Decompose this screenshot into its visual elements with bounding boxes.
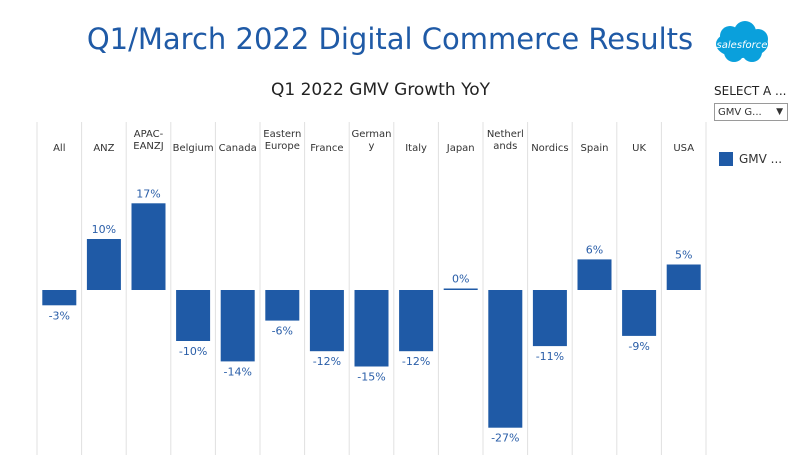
filter-selected-value: GMV G... <box>718 106 762 118</box>
category-label: All <box>53 143 65 154</box>
data-label: -27% <box>491 432 519 445</box>
data-label: -3% <box>49 309 70 322</box>
category-label: UK <box>632 143 646 154</box>
legend: GMV ... <box>719 152 782 166</box>
data-label: 5% <box>675 249 692 262</box>
category-label: ANZ <box>93 143 114 154</box>
data-label: -12% <box>402 355 430 368</box>
bar[interactable] <box>86 239 121 290</box>
category-label: Belgium <box>173 143 214 154</box>
data-label: -9% <box>628 340 649 353</box>
bar[interactable] <box>131 203 166 290</box>
bar[interactable] <box>176 290 211 341</box>
bar[interactable] <box>399 290 434 352</box>
data-label: 0% <box>452 273 469 286</box>
logo-text: salesforce <box>717 40 768 51</box>
bar[interactable] <box>532 290 567 347</box>
filter-label: SELECT A ... <box>714 84 787 98</box>
data-label: -10% <box>179 345 207 358</box>
bar[interactable] <box>666 264 701 291</box>
bar[interactable] <box>622 290 657 336</box>
bar[interactable] <box>443 288 478 291</box>
dashboard-title: Q1/March 2022 Digital Commerce Results <box>86 22 694 56</box>
category-label: German y <box>351 129 391 152</box>
bar[interactable] <box>220 290 255 362</box>
data-label: -15% <box>357 371 385 384</box>
data-label: 10% <box>92 223 116 236</box>
category-label: USA <box>673 143 694 154</box>
bar[interactable] <box>354 290 389 367</box>
bar[interactable] <box>488 290 523 428</box>
filter-dropdown[interactable]: GMV G... ▼ <box>714 103 788 121</box>
chart-title: Q1 2022 GMV Growth YoY <box>271 80 490 100</box>
category-label: Nordics <box>531 143 568 154</box>
data-label: -6% <box>272 325 293 338</box>
bar[interactable] <box>265 290 300 321</box>
chevron-down-icon[interactable]: ▼ <box>776 107 783 117</box>
legend-swatch <box>719 152 733 166</box>
data-label: -11% <box>536 350 564 363</box>
bar[interactable] <box>577 259 612 290</box>
cloud-icon <box>716 21 768 62</box>
data-label: 17% <box>136 187 160 200</box>
category-label: Italy <box>405 143 427 154</box>
data-label: -14% <box>223 365 251 378</box>
bar[interactable] <box>42 290 77 306</box>
category-label: Japan <box>446 143 475 154</box>
legend-label: GMV ... <box>739 152 783 166</box>
bar[interactable] <box>309 290 344 352</box>
category-label: APAC-EANZJ <box>133 129 163 152</box>
category-label: Spain <box>581 143 609 154</box>
data-label: -12% <box>313 355 341 368</box>
category-label: Eastern Europe <box>263 129 301 152</box>
salesforce-logo: salesforce <box>716 21 768 62</box>
category-label: Canada <box>219 143 257 154</box>
data-label: 6% <box>586 243 603 256</box>
category-label: France <box>310 143 343 154</box>
category-label: Netherl ands <box>487 129 524 152</box>
gmv-growth-bar-chart: All -3% ANZ 10% APAC-EANZJ 17% Belgium -10% Cana… <box>36 122 707 455</box>
